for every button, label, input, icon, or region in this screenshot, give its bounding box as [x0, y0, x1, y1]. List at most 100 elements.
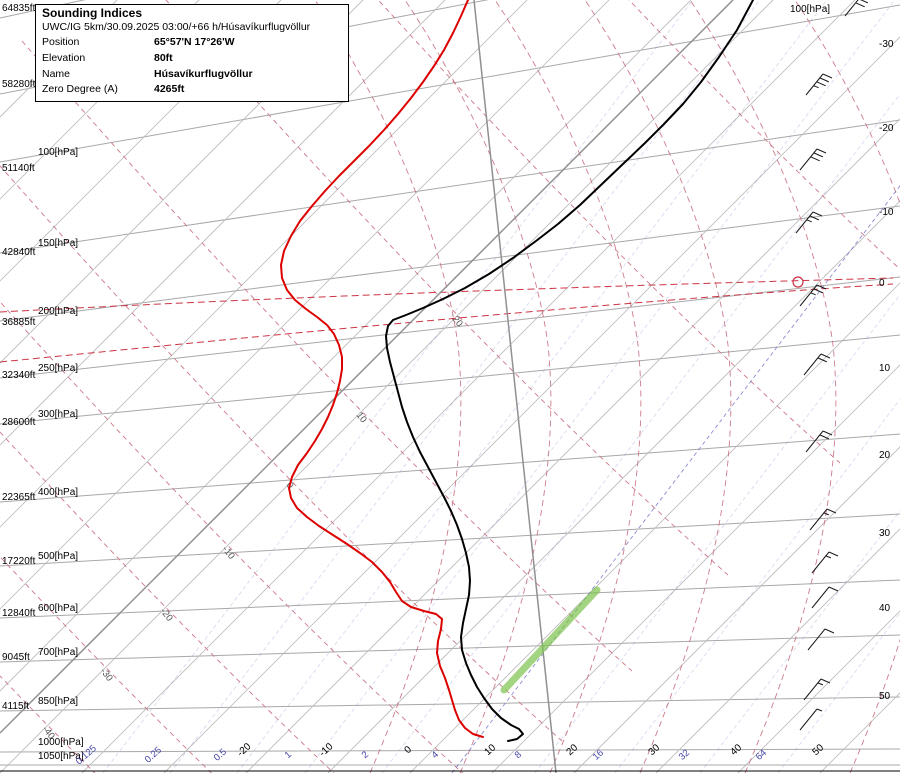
- info-value: 4265ft: [154, 83, 185, 96]
- dry-adiabat-label: 10: [354, 410, 369, 425]
- isotherm-line: [0, 0, 528, 528]
- sounding-indices-box: Sounding Indices UWC/IG 5km/30.09.2025 0…: [35, 4, 349, 102]
- bottom-temp-label: 10: [483, 742, 499, 758]
- wind-barb-tick: [819, 434, 830, 440]
- wind-barb-shaft: [805, 430, 824, 453]
- wind-barb-tick: [824, 628, 835, 634]
- right-temp-label: -10: [879, 207, 894, 218]
- right-temp-label: 0: [879, 278, 885, 289]
- info-label: Elevation: [42, 51, 86, 64]
- box-title: Sounding Indices: [42, 6, 143, 20]
- wind-barb-tick: [820, 678, 831, 684]
- info-row-name: Name Húsavíkurflugvöllur: [42, 67, 342, 83]
- isotherm-line: [163, 36, 900, 773]
- isotherm-line: [0, 0, 118, 118]
- info-value: Húsavíkurflugvöllur: [154, 67, 253, 80]
- wind-barb-tick: [816, 148, 827, 154]
- info-label: Name: [42, 67, 71, 80]
- mixing-ratio-line: [236, 0, 828, 773]
- dry-adiabat-line: [0, 301, 464, 773]
- temperature-curve: [385, 0, 754, 742]
- reference-line: [473, 0, 557, 773]
- altitude-label: 64835ft: [2, 3, 36, 14]
- isobar-line: [0, 513, 900, 567]
- pressure-label: 400[hPa]: [38, 487, 78, 498]
- isotherm-line: [655, 528, 900, 773]
- moist-adiabat-line: [494, 0, 642, 773]
- right-temp-label: 50: [879, 691, 891, 702]
- dry-adiabat-line: [0, 556, 213, 773]
- isobar-line: [0, 205, 900, 322]
- isotherm-line: [819, 692, 900, 773]
- altitude-label: 22365ft: [2, 492, 36, 503]
- dry-adiabat-label: -20: [158, 606, 175, 624]
- wind-barb-tick: [817, 357, 828, 363]
- pressure-label: 250[hPa]: [38, 363, 78, 374]
- wind-barb-shaft: [807, 628, 826, 651]
- moist-adiabat-line: [584, 0, 732, 773]
- info-row-zero-degree: Zero Degree (A) 4265ft: [42, 82, 342, 98]
- bottom-temp-label: 50: [811, 742, 827, 758]
- isobar-line: [0, 579, 900, 619]
- isotherm-line: [0, 0, 610, 610]
- wind-barb-shaft: [811, 586, 830, 609]
- wind-barb-tick: [826, 508, 837, 514]
- isotherm-line: [737, 610, 900, 773]
- moist-adiabat-line: [404, 0, 552, 773]
- wind-barb-tick: [813, 288, 824, 294]
- isobar-line: [0, 433, 900, 503]
- dry-adiabat-label: -30: [98, 666, 115, 684]
- isotherm-line: [245, 118, 900, 773]
- zero-degree-dashed-line: [0, 283, 894, 363]
- pressure-label: 200[hPa]: [38, 306, 78, 317]
- mixing-ratio-line: [304, 0, 896, 773]
- isotherm-line: [491, 364, 900, 773]
- mixing-ratio-line: [102, 0, 694, 773]
- right-temp-label: -30: [879, 39, 894, 50]
- bottom-temp-label: -10: [317, 741, 335, 759]
- right-temp-label: 40: [879, 603, 891, 614]
- pressure-label: 500[hPa]: [38, 551, 78, 562]
- altitude-label: 12840ft: [2, 608, 36, 619]
- wind-barb-half-tick: [806, 219, 812, 223]
- info-label: Position: [42, 36, 80, 48]
- isobar-line: [0, 276, 900, 379]
- mixing-ratio-label: 1: [283, 749, 294, 761]
- wind-barb-tick: [855, 2, 865, 8]
- wind-barb-tick: [809, 215, 820, 221]
- wind-barb-tick: [810, 156, 820, 162]
- mixing-ratio-label: 4: [430, 749, 441, 761]
- altitude-label: 28600ft: [2, 417, 36, 428]
- right-temp-label: -20: [879, 123, 894, 134]
- reference-line: [0, 0, 734, 734]
- mixing-ratio-line: [699, 510, 900, 773]
- isotherm-line: [0, 0, 446, 446]
- wind-barb-half-tick: [813, 85, 819, 89]
- bottom-temp-label: 20: [565, 742, 581, 758]
- mixing-ratio-line: [451, 185, 900, 773]
- wind-barb-shaft: [799, 708, 818, 731]
- wind-barb-tick: [828, 586, 839, 592]
- mixing-ratio-line: [614, 398, 900, 773]
- bottom-temp-label: 0: [403, 744, 415, 756]
- highlight-mixing-segment: [500, 586, 601, 694]
- mixing-ratio-label: 0.25: [143, 745, 164, 766]
- pressure-label: 850[hPa]: [38, 696, 78, 707]
- pressure-label: 600[hPa]: [38, 603, 78, 614]
- wind-barb-shaft: [803, 678, 822, 701]
- mixing-ratio-label: 2: [360, 749, 371, 761]
- info-value: 80ft: [154, 51, 173, 64]
- wind-barb-shaft: [811, 551, 830, 574]
- info-row-elevation: Elevation 80ft: [42, 51, 342, 67]
- wind-barb-tick: [812, 211, 823, 217]
- isotherm-line: [573, 446, 900, 773]
- isobar-line: [0, 4, 900, 163]
- dashed-line-marker: [792, 276, 804, 288]
- dry-adiabat-line: [0, 675, 96, 773]
- info-value: 65°57'N 17°26'W: [154, 36, 235, 48]
- wind-barb-half-tick: [810, 292, 816, 296]
- dry-adiabat-line: [0, 165, 563, 742]
- isotherm-line: [327, 200, 900, 773]
